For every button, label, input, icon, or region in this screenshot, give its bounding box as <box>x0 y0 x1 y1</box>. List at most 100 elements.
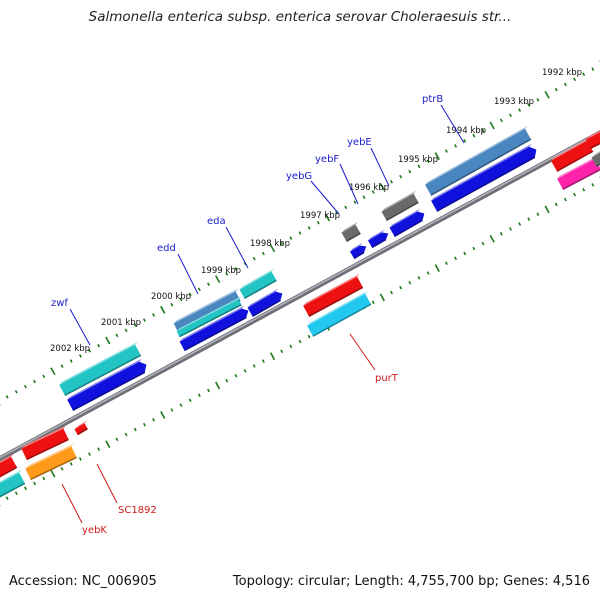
kbp-label-2000: 2000 kbp <box>151 292 191 302</box>
gene-label-yebF[interactable]: yebF <box>315 154 339 165</box>
feature-eda-outer-edge <box>244 279 277 300</box>
feature-yebG-inner[interactable] <box>349 242 367 260</box>
feature-right-gray-body <box>591 152 600 167</box>
feature-yebF-outer[interactable] <box>341 221 361 242</box>
outer-tick-52 <box>472 133 476 138</box>
leader-eda <box>225 226 249 269</box>
inner-tick-49 <box>444 261 448 265</box>
feature-right-red2[interactable] <box>585 129 600 150</box>
gene-label-edd[interactable]: edd <box>157 243 176 254</box>
outer-tick-3 <box>23 384 27 389</box>
outer-tick-30 <box>269 244 276 253</box>
outer-tick-65 <box>591 67 595 71</box>
feature-yebK-red[interactable] <box>0 453 18 478</box>
feature-zwf-outer[interactable] <box>59 341 142 396</box>
feature-yebE-outer-bevel <box>381 190 417 212</box>
feature-SC1892-orange[interactable] <box>25 443 77 481</box>
feature-yebG-inner-edge <box>353 251 365 260</box>
leader-yebF <box>339 163 359 205</box>
feature-ptrB-outer-body <box>425 128 531 196</box>
outer-tick-59 <box>536 98 540 102</box>
inner-tick-25 <box>225 378 229 383</box>
outer-tick-17 <box>152 313 156 317</box>
inner-tick-43 <box>390 290 393 295</box>
gene-label-yebE[interactable]: yebE <box>347 137 372 148</box>
inner-tick-65 <box>591 183 595 187</box>
feature-right-gray[interactable] <box>591 149 600 167</box>
feature-yebE-inner[interactable] <box>389 208 425 237</box>
feature-edd-teal-body <box>176 299 242 337</box>
inner-tick-ruler <box>0 176 600 507</box>
outer-tick-32 <box>289 236 293 240</box>
inner-tick-23 <box>207 388 210 393</box>
gene-label-purT[interactable]: purT <box>375 373 399 384</box>
feature-yebG-inner-bevel <box>349 242 363 252</box>
feature-yebF-inner[interactable] <box>368 229 389 249</box>
inner-tick-53 <box>481 241 485 246</box>
accession-text: Accession: NC_006905 <box>9 574 157 589</box>
outer-tick-11 <box>97 343 101 348</box>
outer-tick-43 <box>390 180 393 184</box>
feature-eda-outer[interactable] <box>239 268 277 300</box>
feature-zwf-inner[interactable] <box>67 358 147 411</box>
feature-small-red-body <box>74 423 88 435</box>
outer-tick-60 <box>544 90 550 99</box>
feature-yebF-outer-edge <box>346 232 361 242</box>
kbp-label-2001: 2001 kbp <box>101 318 141 328</box>
outer-tick-7 <box>60 364 64 368</box>
outer-tick-14 <box>124 328 128 333</box>
feature-yebF-inner-body <box>368 232 389 248</box>
genome-backbone-highlight <box>0 131 600 459</box>
inner-tick-26 <box>234 373 238 378</box>
outer-tick-64 <box>582 72 586 77</box>
feature-yebK-teal[interactable] <box>0 469 26 498</box>
gene-label-zwf[interactable]: zwf <box>51 298 68 309</box>
feature-SC1892-red[interactable] <box>21 425 69 461</box>
inner-tick-24 <box>215 381 221 390</box>
inner-tick-20 <box>179 403 183 407</box>
inner-tick-4 <box>33 481 37 486</box>
feature-edd-teal[interactable] <box>176 296 242 338</box>
feature-edd-inner[interactable] <box>179 305 249 352</box>
feature-yebE-inner-body <box>389 211 425 237</box>
feature-eda-inner[interactable] <box>247 288 283 317</box>
feature-small-red[interactable] <box>74 420 88 436</box>
feature-yebK-teal-body <box>0 472 25 497</box>
inner-tick-50 <box>454 256 458 261</box>
inner-tick-22 <box>197 393 201 398</box>
feature-yebF-outer-body <box>341 224 361 242</box>
feature-ptrB-outer[interactable] <box>425 125 532 196</box>
inner-tick-59 <box>536 212 540 217</box>
leader-yebE <box>370 147 390 187</box>
feature-zwf-inner-bevel <box>67 358 142 400</box>
outer-tick-48 <box>434 152 440 161</box>
feature-ptrB-outer-edge <box>430 138 532 196</box>
outer-tick-58 <box>527 103 531 107</box>
feature-eda-outer-body <box>239 271 277 299</box>
feature-ptrB-inner[interactable] <box>431 143 537 212</box>
feature-purT-cyan[interactable] <box>307 290 372 337</box>
gene-label-SC1892[interactable]: SC1892 <box>118 505 157 516</box>
gene-label-yebG[interactable]: yebG <box>286 171 312 182</box>
gene-label-eda[interactable]: eda <box>207 216 226 227</box>
inner-tick-13 <box>115 437 119 442</box>
gene-label-ptrB[interactable]: ptrB <box>422 94 443 105</box>
inner-tick-10 <box>88 452 91 456</box>
kbp-label-1992: 1992 kbp <box>542 68 582 78</box>
outer-tick-38 <box>344 205 348 210</box>
feature-yebK-teal-edge <box>0 482 26 498</box>
kbp-label-1994: 1994 kbp <box>446 126 486 136</box>
feature-right-red[interactable] <box>551 137 594 172</box>
inner-tick-2 <box>14 491 18 496</box>
inner-tick-16 <box>142 422 146 427</box>
feature-right-pink[interactable] <box>557 155 600 190</box>
kbp-label-1998: 1998 kbp <box>250 239 290 249</box>
feature-SC1892-red-body <box>21 428 69 460</box>
outer-tick-47 <box>426 159 430 164</box>
feature-yebF-inner-bevel <box>368 229 385 241</box>
feature-yebE-outer[interactable] <box>381 190 419 222</box>
feature-purT-red[interactable] <box>303 273 364 317</box>
outer-tick-35 <box>316 220 320 225</box>
gene-label-yebK[interactable]: yebK <box>82 525 107 536</box>
